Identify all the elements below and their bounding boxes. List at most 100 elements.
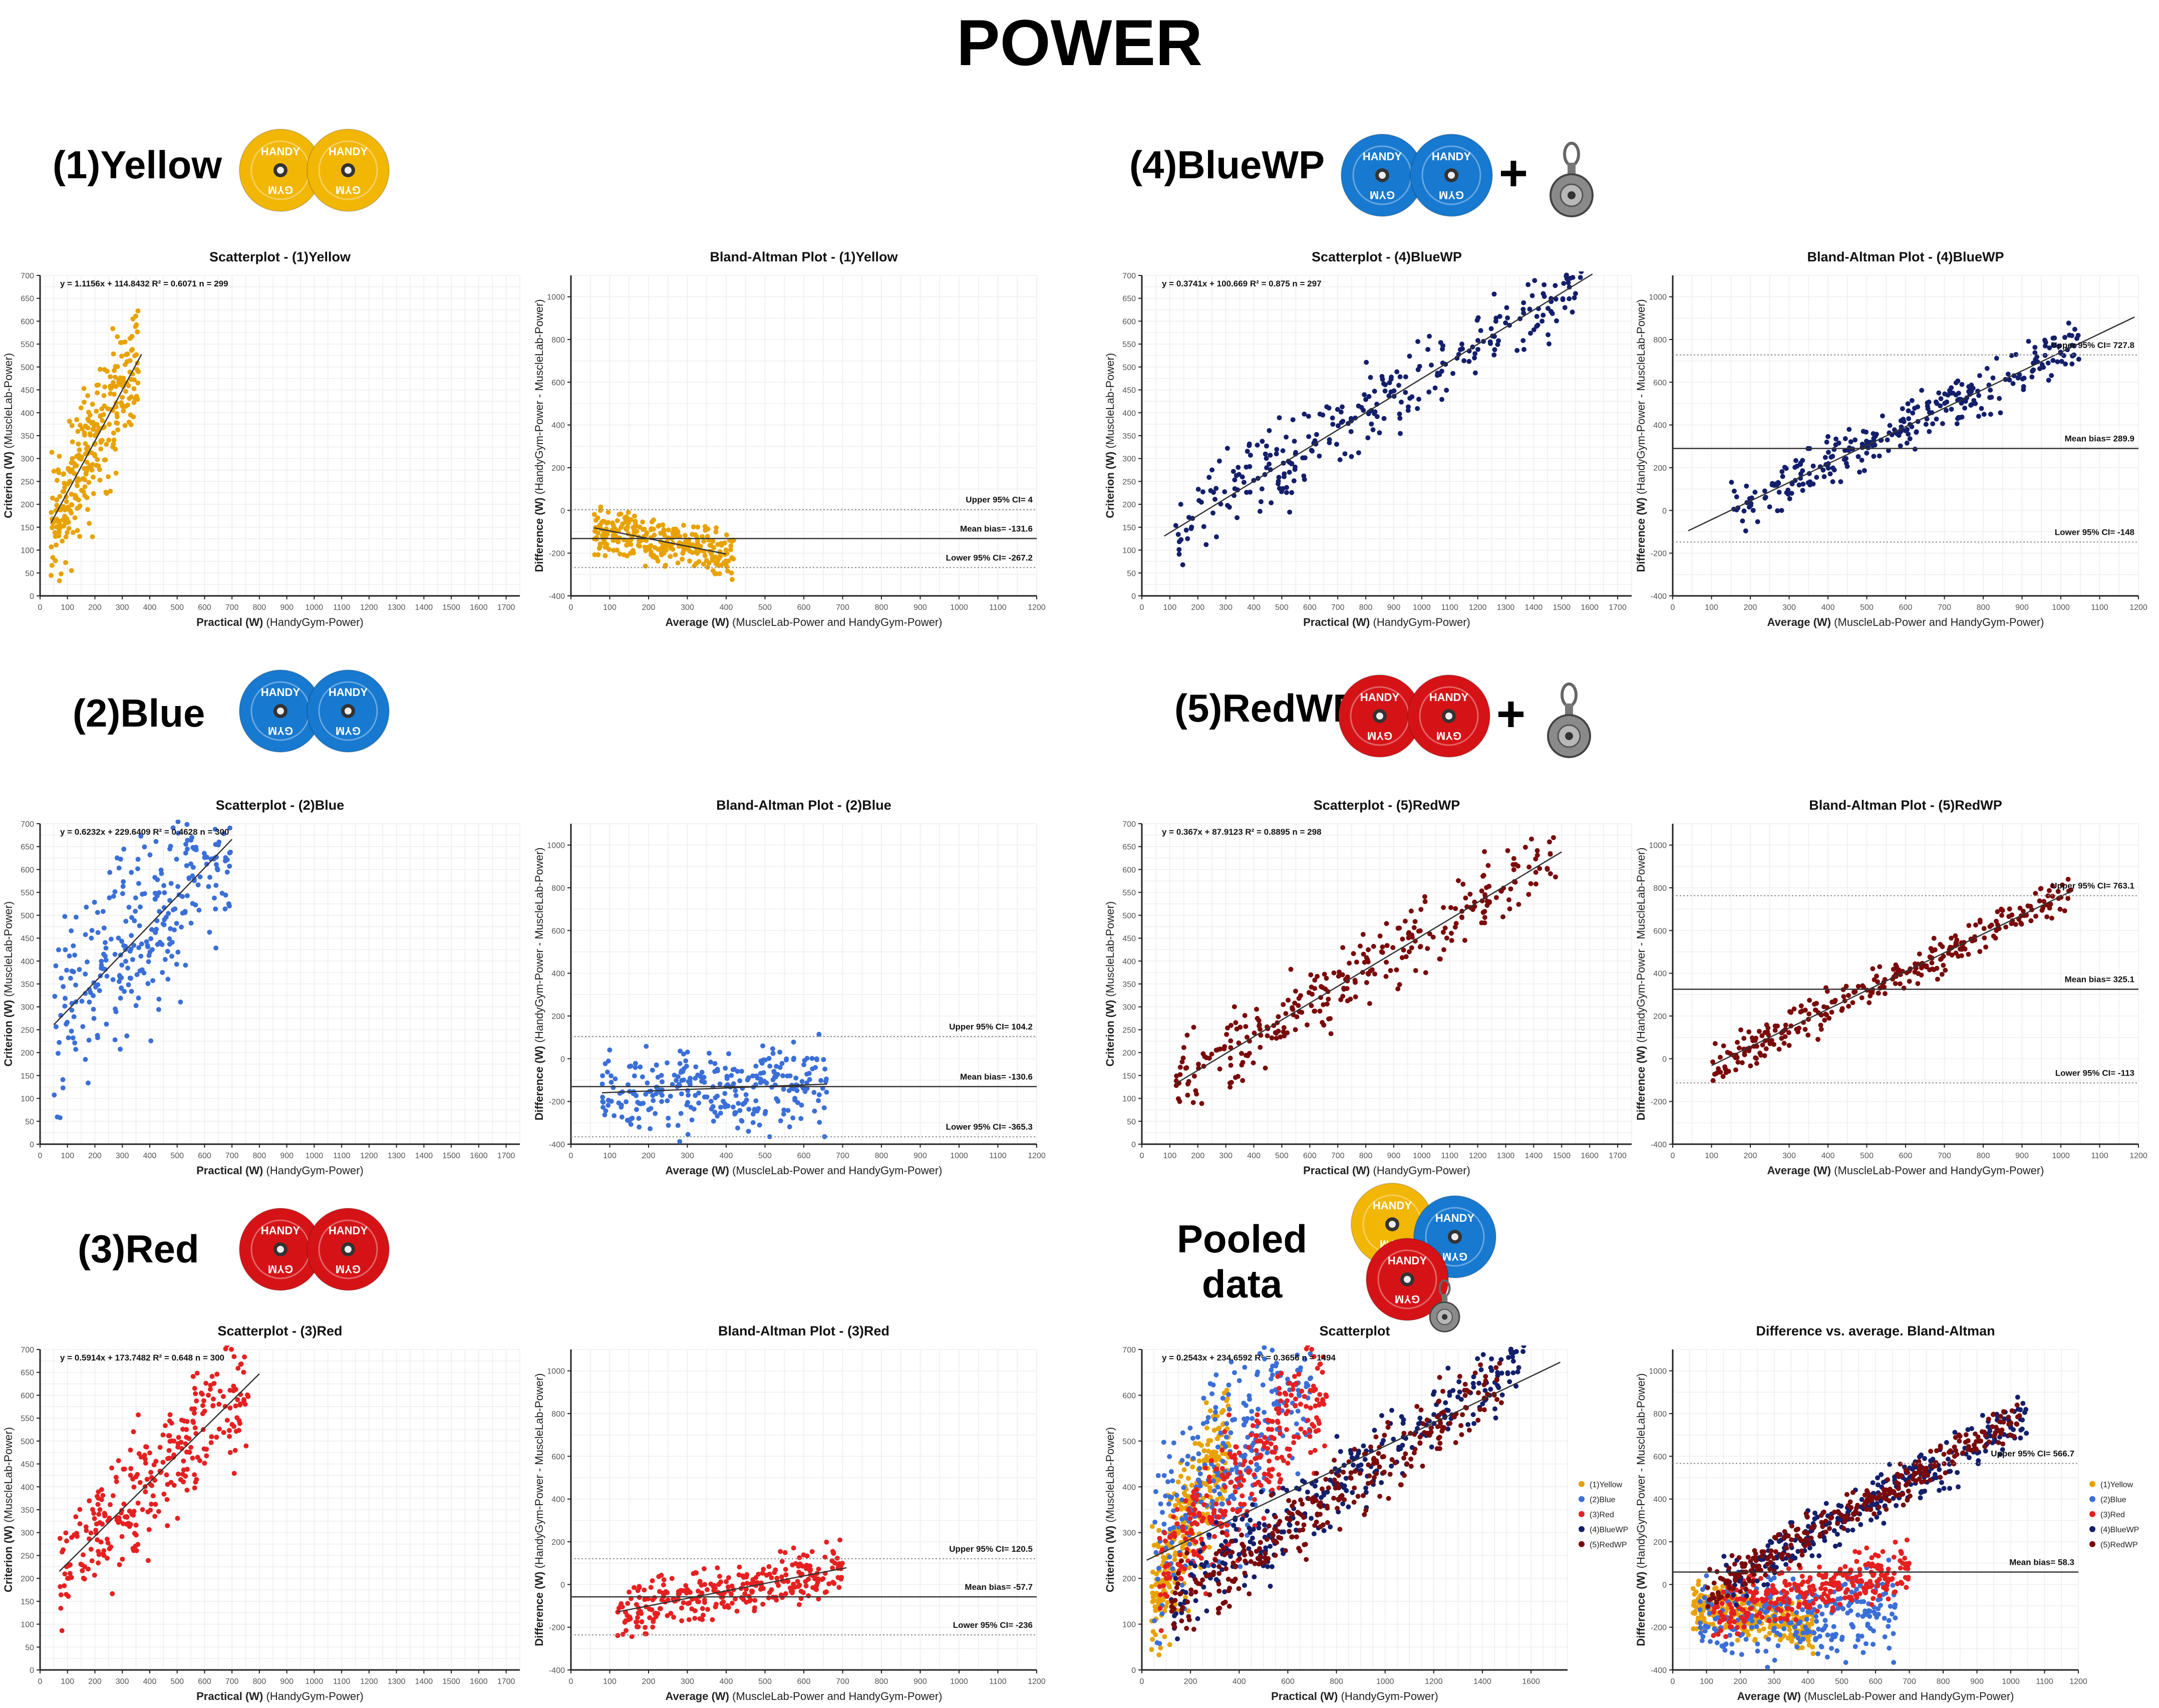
data-point [185,846,190,852]
data-point [186,1436,192,1441]
data-point [1877,964,1883,969]
data-point [143,1461,148,1466]
data-point [140,891,145,897]
data-point [156,890,162,895]
data-point [1153,1489,1158,1494]
data-point [607,1047,612,1053]
data-point [820,1576,826,1581]
data-point [1153,1550,1159,1555]
data-point [632,1585,637,1590]
data-point [1356,450,1361,456]
data-point [750,1120,756,1125]
x-tick-label: 1200 [360,603,378,612]
data-point [1259,499,1264,504]
data-point [710,538,716,544]
data-point [1403,954,1409,959]
data-point [774,1575,780,1581]
data-point [1909,398,1915,403]
y-tick-label: 250 [1122,1026,1136,1035]
data-point [71,461,77,466]
data-point [192,1406,197,1412]
x-tick-label: 400 [143,1677,157,1686]
data-point [1395,986,1401,991]
data-point [87,999,92,1005]
data-point [213,862,219,867]
data-point [688,1076,693,1081]
data-point [1534,313,1539,319]
x-tick-label: 400 [720,1152,733,1160]
data-point [1254,1462,1260,1467]
data-point [1752,1038,1758,1043]
data-point [1844,464,1850,469]
data-point [183,850,188,856]
data-point [179,1418,184,1423]
data-point [1169,1540,1175,1545]
data-point [1372,971,1378,977]
data-point [1285,1030,1290,1036]
data-point [1935,976,1940,982]
data-point [145,981,151,986]
data-point [100,418,105,423]
data-point [676,1589,681,1594]
x-tick-label: 800 [253,1677,266,1686]
data-point [2050,358,2056,363]
data-point [83,423,88,429]
data-point [1973,922,1978,928]
data-point [185,838,190,843]
data-point [1338,409,1344,415]
data-point [1201,1396,1206,1401]
data-point [1215,1444,1220,1450]
data-point [1923,422,1929,427]
data-point [1856,454,1861,459]
data-point [702,553,708,558]
data-point [2066,320,2071,326]
data-point [1237,1378,1242,1384]
data-point [666,527,671,533]
mean-bias-label: Mean bias= 325.1 [2065,975,2134,984]
data-point [781,1111,786,1117]
data-point [1461,358,1467,364]
data-point [2019,921,2024,927]
data-point [724,1074,730,1079]
data-point [1427,931,1432,936]
data-point [1233,1465,1239,1470]
data-point [1263,1066,1268,1071]
data-point [123,918,129,924]
x-tick-label: 1500 [1553,1152,1571,1160]
data-point [167,1418,172,1424]
data-point [814,1583,819,1588]
data-point [1521,347,1526,352]
y-tick-label: -200 [549,550,565,558]
data-point [1190,1456,1196,1461]
data-point [63,1530,69,1536]
data-point [1178,1506,1184,1512]
data-point [728,543,734,549]
data-point [1204,1454,1209,1459]
data-point [1422,899,1428,904]
data-point [1305,1022,1310,1028]
data-point [209,1374,215,1379]
data-point [204,1447,209,1452]
data-point [1534,848,1540,853]
data-point [1205,1415,1211,1420]
data-point [718,1579,724,1585]
data-point [681,1052,686,1057]
data-point [1721,1043,1726,1049]
data-point [181,1458,186,1464]
data-point [2038,886,2043,891]
data-point [206,1393,211,1398]
data-point [175,820,181,824]
data-point [1201,1458,1207,1463]
data-point [1196,1458,1202,1464]
data-point [746,1075,751,1081]
data-point [783,1572,789,1577]
data-point [760,1043,765,1049]
data-point [756,1106,761,1111]
data-point [1915,981,1921,986]
data-point [685,1100,691,1105]
data-point [1774,481,1779,486]
data-point [616,1100,622,1106]
y-tick-label: 150 [1122,524,1136,532]
data-point [1337,969,1342,975]
